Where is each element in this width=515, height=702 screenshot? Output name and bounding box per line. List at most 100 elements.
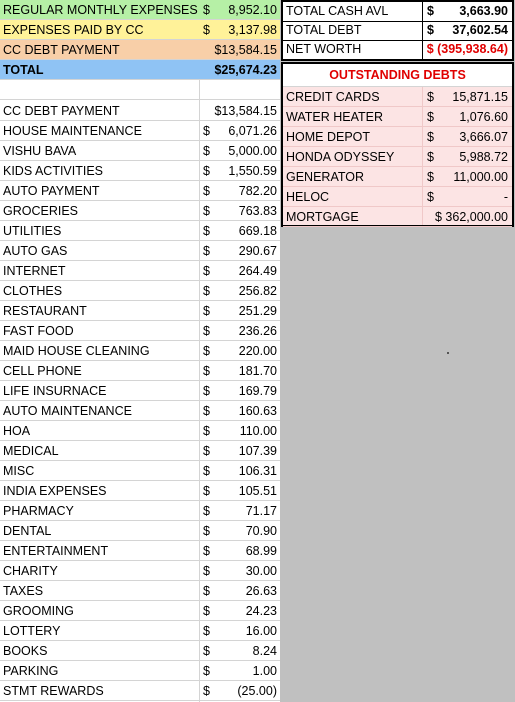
debt-label: HOME DEPOT: [286, 130, 371, 144]
expense-label: INDIA EXPENSES: [3, 484, 107, 498]
expense-row[interactable]: MAID HOUSE CLEANING $220.00: [0, 341, 280, 361]
expense-label: MEDICAL: [3, 444, 59, 458]
expense-row[interactable]: INDIA EXPENSES $105.51: [0, 481, 280, 501]
expense-currency: $: [203, 324, 210, 338]
cell-row-regular-monthly[interactable]: REGULAR MONTHLY EXPENSES $ 8,952.10: [0, 0, 280, 20]
expense-currency: $: [203, 124, 210, 138]
expense-currency: $: [203, 224, 210, 238]
expense-row[interactable]: INTERNET $264.49: [0, 261, 280, 281]
debt-row[interactable]: WATER HEATER $1,076.60: [283, 107, 512, 127]
cell-row-expenses-paid-by-cc[interactable]: EXPENSES PAID BY CC $ 3,137.98: [0, 20, 280, 40]
expense-row[interactable]: BOOKS $8.24: [0, 641, 280, 661]
summary-amount: 37,602.54: [452, 23, 508, 37]
expense-row[interactable]: PHARMACY $71.17: [0, 501, 280, 521]
expense-label: HOUSE MAINTENANCE: [3, 124, 142, 138]
expense-currency: $: [203, 644, 210, 658]
row-currency: $: [203, 3, 210, 17]
debt-row[interactable]: GENERATOR $11,000.00: [283, 167, 512, 187]
expense-currency: $: [203, 564, 210, 578]
expense-row[interactable]: LOTTERY $16.00: [0, 621, 280, 641]
expense-currency: $: [203, 264, 210, 278]
expense-amount: 8.24: [252, 644, 277, 658]
expense-amount: 16.00: [245, 624, 277, 638]
expense-row[interactable]: PARKING $1.00: [0, 661, 280, 681]
debt-amount: 5,988.72: [459, 150, 508, 164]
expense-currency: $: [203, 604, 210, 618]
debt-row[interactable]: MORTGAGE $ 362,000.00: [283, 207, 512, 227]
expense-amount: 763.83: [238, 204, 277, 218]
debt-label: MORTGAGE: [286, 210, 359, 224]
expense-row[interactable]: RESTAURANT $251.29: [0, 301, 280, 321]
expense-row[interactable]: HOUSE MAINTENANCE $6,071.26: [0, 121, 280, 141]
debt-row[interactable]: HONDA ODYSSEY $5,988.72: [283, 147, 512, 167]
expense-row[interactable]: UTILITIES $669.18: [0, 221, 280, 241]
summary-amount: $ (395,938.64): [426, 42, 508, 56]
expense-currency: $: [203, 244, 210, 258]
expense-amount: 264.49: [238, 264, 277, 278]
expense-amount: 669.18: [238, 224, 277, 238]
expense-row[interactable]: CELL PHONE $181.70: [0, 361, 280, 381]
expense-row[interactable]: CC DEBT PAYMENT $13,584.15: [0, 101, 280, 121]
expense-amount: 236.26: [238, 324, 277, 338]
expense-row[interactable]: GROCERIES $763.83: [0, 201, 280, 221]
expense-currency: $: [203, 464, 210, 478]
expense-row[interactable]: MISC $106.31: [0, 461, 280, 481]
expense-row[interactable]: FAST FOOD $236.26: [0, 321, 280, 341]
expense-amount: 1,550.59: [228, 164, 277, 178]
expense-amount: 290.67: [238, 244, 277, 258]
stray-mark: [447, 352, 449, 354]
expense-label: MAID HOUSE CLEANING: [3, 344, 150, 358]
expense-row[interactable]: AUTO PAYMENT $782.20: [0, 181, 280, 201]
summary-row-net-worth[interactable]: NET WORTH $ (395,938.64): [283, 40, 512, 59]
expense-label: BOOKS: [3, 644, 48, 658]
empty-row[interactable]: [0, 80, 280, 100]
expense-amount: 30.00: [245, 564, 277, 578]
expense-currency: $: [203, 484, 210, 498]
expense-label: MISC: [3, 464, 35, 478]
expense-currency: $: [203, 684, 210, 698]
expenses-sheet: REGULAR MONTHLY EXPENSES $ 8,952.10 EXPE…: [0, 0, 280, 702]
debt-row[interactable]: HELOC $ -: [283, 187, 512, 207]
summary-label: NET WORTH: [286, 42, 362, 56]
expense-row[interactable]: HOA $110.00: [0, 421, 280, 441]
expense-row[interactable]: VISHU BAVA $5,000.00: [0, 141, 280, 161]
expense-currency: $: [203, 164, 210, 178]
expense-amount: 782.20: [238, 184, 277, 198]
expense-row[interactable]: MEDICAL $107.39: [0, 441, 280, 461]
debt-amount: 3,666.07: [459, 130, 508, 144]
expense-row[interactable]: KIDS ACTIVITIES $1,550.59: [0, 161, 280, 181]
debt-row[interactable]: CREDIT CARDS $15,871.15: [283, 87, 512, 107]
debt-amount: -: [503, 190, 508, 204]
expense-label: CLOTHES: [3, 284, 63, 298]
debt-currency: $: [427, 90, 434, 104]
expense-label: INTERNET: [3, 264, 66, 278]
expense-row[interactable]: AUTO MAINTENANCE $160.63: [0, 401, 280, 421]
expense-amount: 68.99: [245, 544, 277, 558]
expense-label: ENTERTAINMENT: [3, 544, 109, 558]
cell-row-cc-debt-payment[interactable]: CC DEBT PAYMENT $13,584.15: [0, 40, 280, 60]
expense-row[interactable]: LIFE INSURNACE $169.79: [0, 381, 280, 401]
expense-row[interactable]: AUTO GAS $290.67: [0, 241, 280, 261]
expense-row[interactable]: CLOTHES $256.82: [0, 281, 280, 301]
debt-row[interactable]: HOME DEPOT $3,666.07: [283, 127, 512, 147]
expense-label: AUTO MAINTENANCE: [3, 404, 132, 418]
expense-row[interactable]: TAXES $26.63: [0, 581, 280, 601]
expense-currency: $: [203, 184, 210, 198]
expense-label: AUTO PAYMENT: [3, 184, 100, 198]
cell-row-total[interactable]: TOTAL $25,674.23: [0, 60, 280, 80]
expense-row[interactable]: DENTAL $70.90: [0, 521, 280, 541]
expense-row[interactable]: ENTERTAINMENT $68.99: [0, 541, 280, 561]
expense-row[interactable]: STMT REWARDS $ (25.00): [0, 681, 280, 701]
debts-title[interactable]: OUTSTANDING DEBTS: [283, 64, 512, 87]
summary-row-cash[interactable]: TOTAL CASH AVL $ 3,663.90: [283, 2, 512, 21]
row-amount: 3,137.98: [228, 23, 277, 37]
expense-row[interactable]: CHARITY $30.00: [0, 561, 280, 581]
expense-currency: $: [203, 544, 210, 558]
expense-label: GROCERIES: [3, 204, 79, 218]
expense-label: UTILITIES: [3, 224, 62, 238]
summary-row-debt[interactable]: TOTAL DEBT $ 37,602.54: [283, 21, 512, 40]
expense-label: LIFE INSURNACE: [3, 384, 107, 398]
expense-currency: $: [203, 144, 210, 158]
expense-label: PHARMACY: [3, 504, 74, 518]
expense-row[interactable]: GROOMING $24.23: [0, 601, 280, 621]
